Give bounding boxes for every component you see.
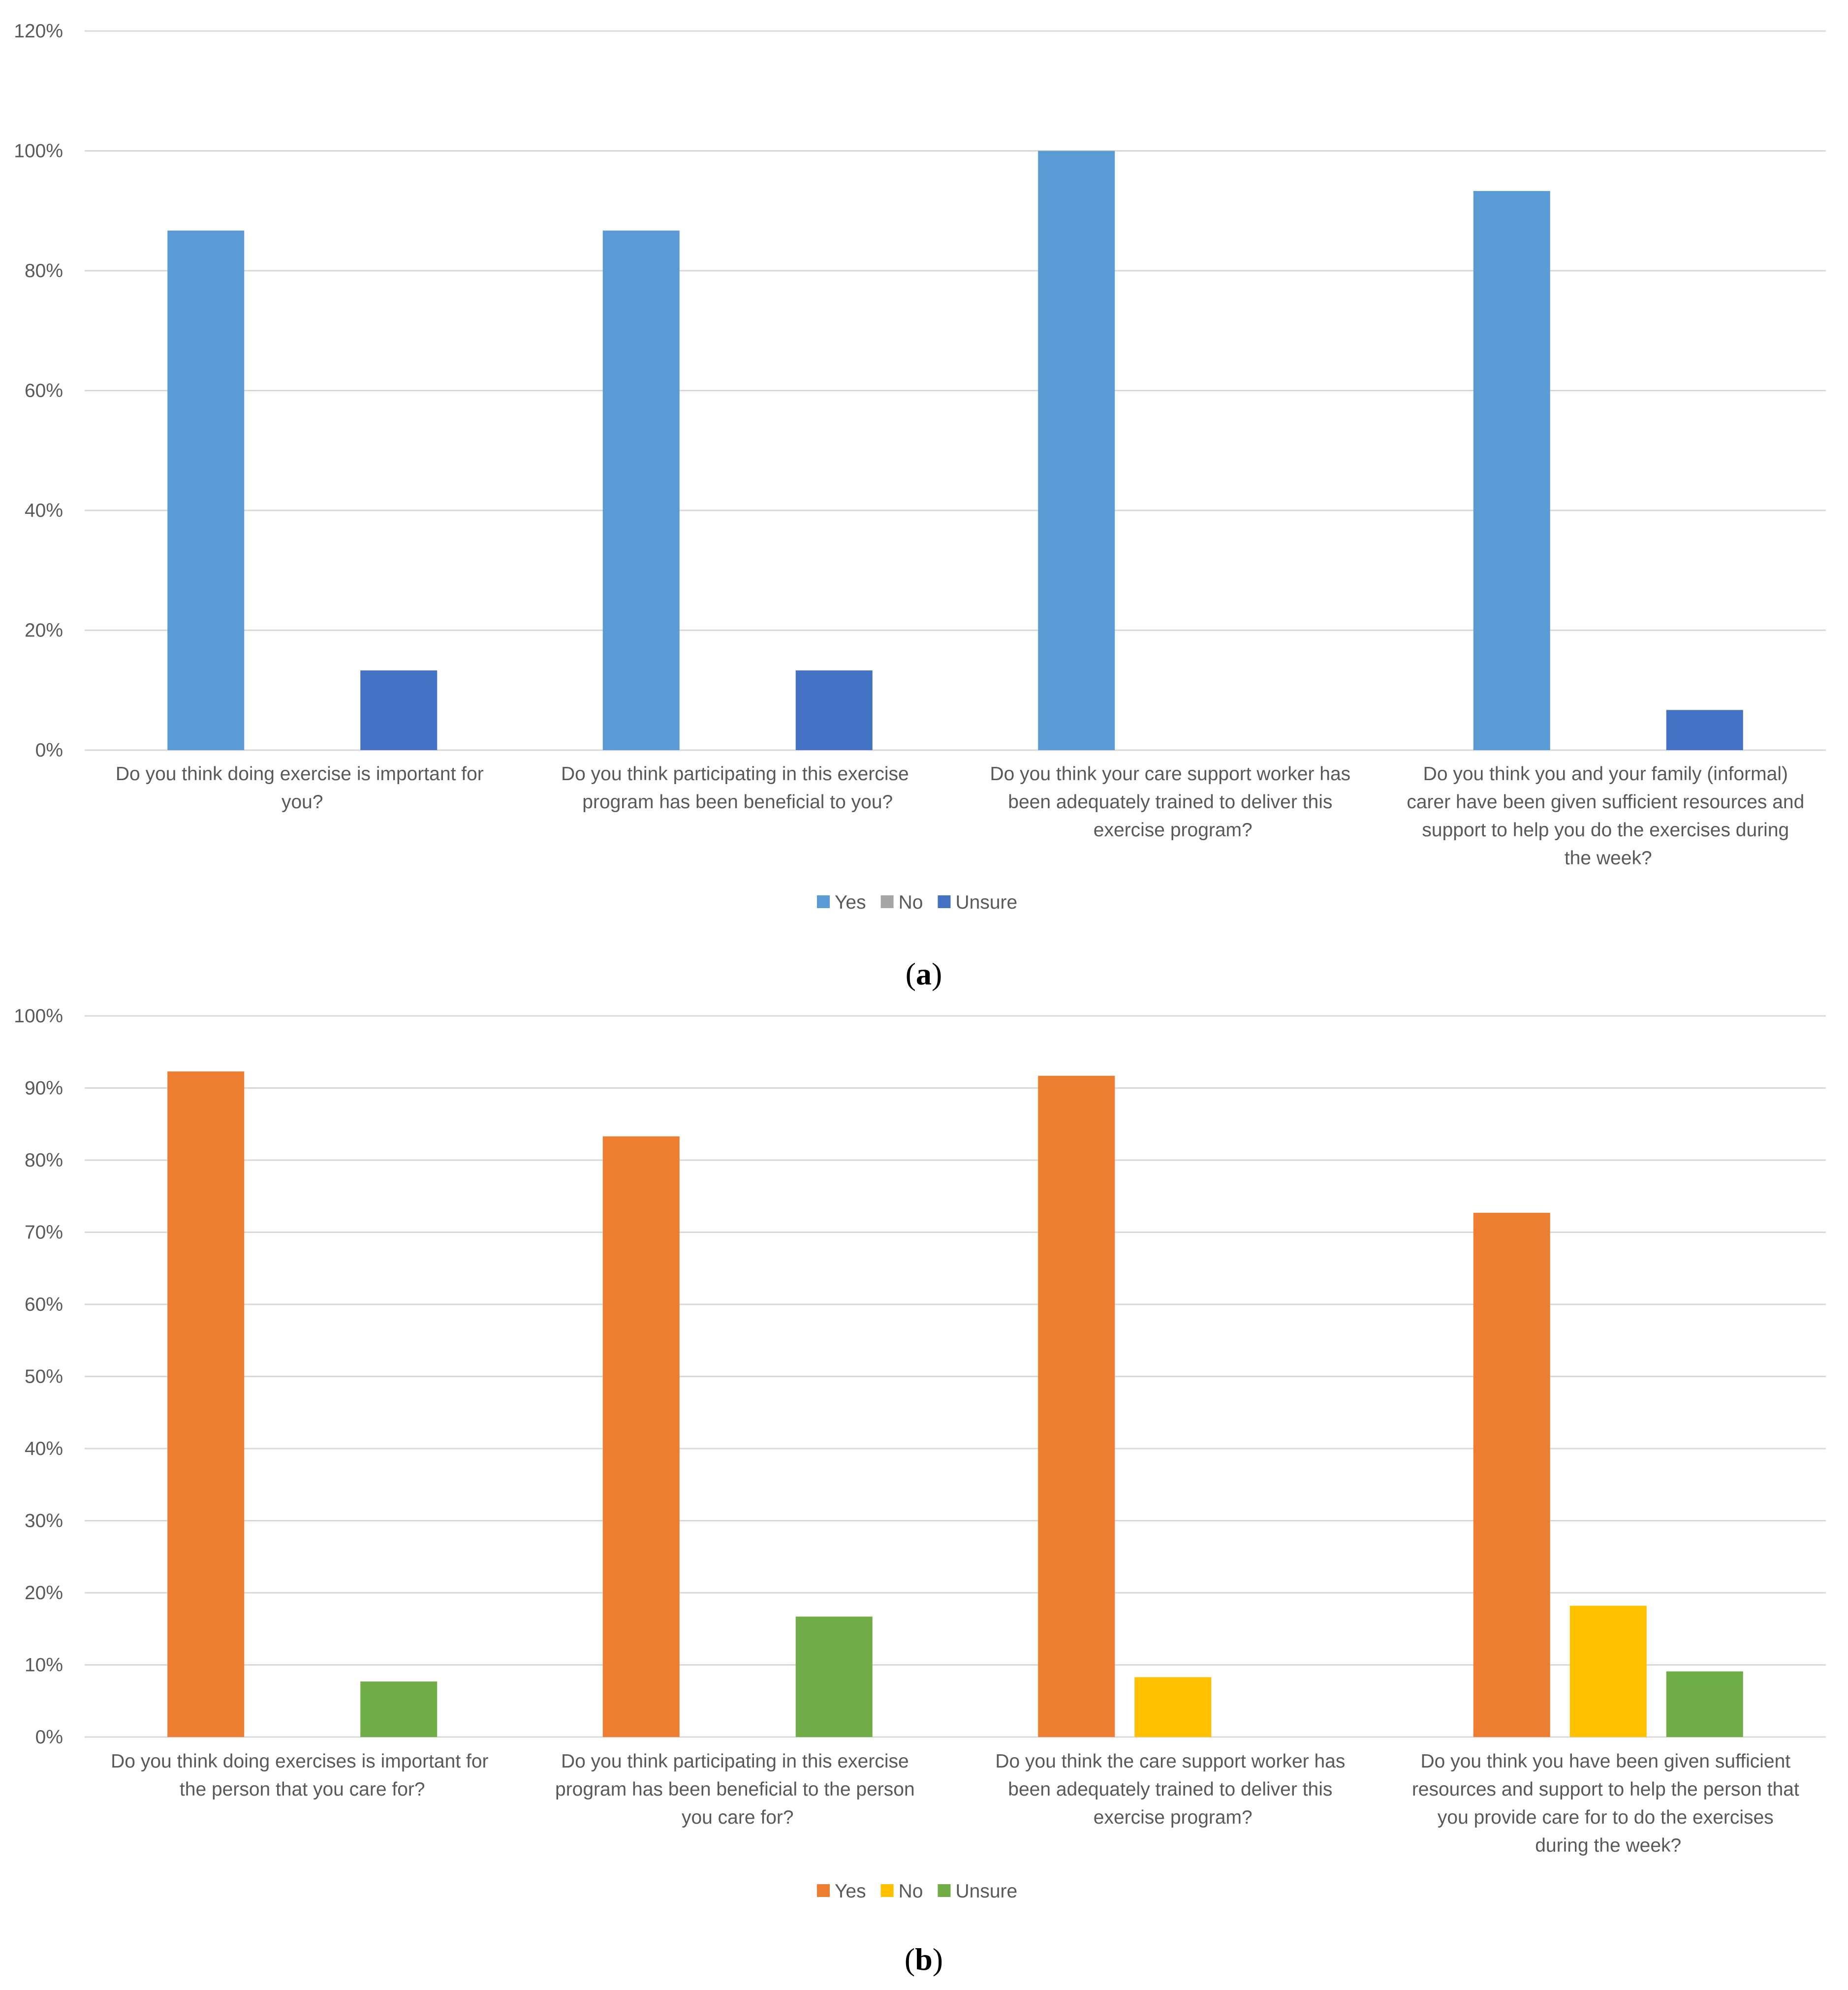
panel-b-category-labels: Do you think doing exercises is importan… [111, 1751, 1805, 1856]
panel-a-legend-label-no: No [899, 892, 923, 913]
panel-b-y-tick-label: 0% [35, 1727, 63, 1748]
panel-a-y-tick-label: 120% [14, 21, 63, 42]
panel-b-legend-label-no: No [899, 1881, 923, 1902]
panel-a-category-label: Do you think you and your family (inform… [1407, 763, 1810, 869]
panel-b-y-tick-label: 10% [25, 1655, 63, 1676]
panel-a-bars [167, 151, 1743, 750]
panel-b-bar-unsure [795, 1616, 873, 1737]
panel-b-legend: Yes No Unsure [817, 1881, 1017, 1902]
panel-a-y-tick-label: 60% [25, 380, 63, 402]
panel-b-legend-swatch-unsure [938, 1884, 951, 1897]
panel-a-category-label: Do you think doing exercise is important… [116, 763, 489, 813]
panel-a-legend-swatch-yes [817, 895, 830, 908]
panel-b-gridlines [85, 1015, 1826, 1738]
panel-b-bar-yes [1473, 1212, 1550, 1737]
panel-b-legend-label-yes: Yes [835, 1881, 866, 1902]
panel-b-y-tick-label: 80% [25, 1150, 63, 1171]
panel-b-y-tick-label: 20% [25, 1582, 63, 1604]
panel-b-bar-unsure [360, 1681, 438, 1737]
panel-b-y-tick-label: 40% [25, 1438, 63, 1459]
panel-b-y-axis-tick-labels: 0% 10% 20% 30% 40% 50% 60% 70% 80% 90% 1… [14, 1006, 63, 1748]
panel-a-bar-unsure [795, 670, 873, 750]
panel-a-category-label: Do you think participating in this exerc… [561, 763, 914, 813]
panel-b-bar-no [1569, 1606, 1647, 1737]
panel-b-category-label: Do you think the care support worker has… [995, 1751, 1350, 1828]
panel-a-y-tick-label: 40% [25, 500, 63, 521]
panel-b-y-tick-label: 60% [25, 1294, 63, 1315]
panel-b-y-tick-label: 30% [25, 1511, 63, 1532]
panel-b-category-label: Do you think participating in this exerc… [555, 1751, 920, 1828]
panel-a-legend-label-unsure: Unsure [955, 892, 1017, 913]
panel-b-y-tick-label: 70% [25, 1222, 63, 1243]
panel-a-label: (a) [906, 956, 942, 991]
panel-b-label-letter: b [915, 1942, 933, 1977]
panel-a-y-tick-label: 100% [14, 141, 63, 162]
panel-a-legend-label-yes: Yes [835, 892, 866, 913]
panel-a-y-tick-label: 80% [25, 260, 63, 282]
panel-b-legend-swatch-no [880, 1884, 894, 1897]
panel-b-label: (b) [905, 1942, 943, 1977]
panel-a-bar-unsure [1666, 710, 1743, 750]
panel-a-bar-yes [1038, 151, 1115, 750]
panel-b-bars [167, 1071, 1743, 1737]
panel-b-legend-swatch-yes [817, 1884, 830, 1897]
panel-a-category-label: Do you think your care support worker ha… [990, 763, 1356, 841]
panel-a-gridlines [85, 30, 1826, 751]
panel-b-bar-unsure [1666, 1671, 1743, 1737]
panel-b-y-tick-label: 100% [14, 1006, 63, 1027]
panel-b-y-tick-label: 90% [25, 1078, 63, 1099]
panel-a-legend-swatch-no [880, 895, 894, 908]
panel-b-bar-yes [167, 1071, 245, 1737]
panel-a-bar-yes [602, 230, 680, 750]
panel-b-category-label: Do you think doing exercises is importan… [111, 1751, 494, 1800]
panel-a-y-tick-label: 0% [35, 740, 63, 761]
panel-a-bar-unsure [360, 670, 438, 750]
panel-a-y-tick-label: 20% [25, 620, 63, 641]
panel-b-bar-yes [1038, 1075, 1115, 1737]
panel-a-chart: 0% 20% 40% 60% 80% 100% 120% Do you thin… [14, 21, 1826, 991]
panel-a-legend-swatch-unsure [938, 895, 951, 908]
panel-b-chart: 0% 10% 20% 30% 40% 50% 60% 70% 80% 90% 1… [14, 1006, 1826, 1977]
panel-a-bar-yes [1473, 191, 1550, 750]
panel-b-category-label: Do you think you have been given suffici… [1412, 1751, 1805, 1856]
panel-a-y-axis-tick-labels: 0% 20% 40% 60% 80% 100% 120% [14, 21, 63, 761]
panel-b-legend-label-unsure: Unsure [955, 1881, 1017, 1902]
panel-b-y-tick-label: 50% [25, 1366, 63, 1388]
panel-b-bar-no [1134, 1677, 1212, 1737]
panel-b-bar-yes [602, 1136, 680, 1737]
panel-a-legend: Yes No Unsure [817, 892, 1017, 913]
panel-a-label-letter: a [916, 956, 932, 991]
panel-a-bar-yes [167, 230, 245, 750]
panel-a-category-labels: Do you think doing exercise is important… [116, 763, 1810, 869]
